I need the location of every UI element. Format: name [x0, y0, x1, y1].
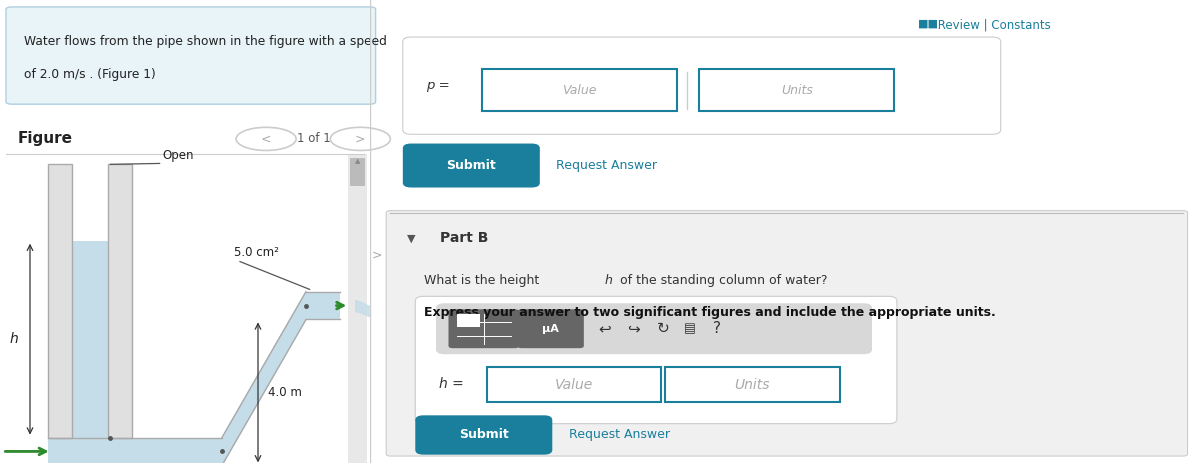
- Text: ?: ?: [713, 321, 721, 336]
- Bar: [306, 292, 340, 319]
- Text: What is the height: What is the height: [424, 274, 542, 287]
- FancyBboxPatch shape: [403, 37, 1001, 134]
- Text: 1 of 1: 1 of 1: [298, 132, 331, 145]
- Bar: [48, 438, 222, 463]
- FancyBboxPatch shape: [517, 309, 584, 348]
- Text: Water flows from the pipe shown in the figure with a speed: Water flows from the pipe shown in the f…: [24, 35, 386, 48]
- Text: Submit: Submit: [458, 428, 509, 442]
- Bar: [487, 367, 661, 402]
- Text: h =: h =: [438, 377, 463, 391]
- Bar: [700, 69, 894, 111]
- Text: <: <: [260, 132, 271, 145]
- Text: Part B: Part B: [440, 232, 488, 245]
- Text: μA: μA: [542, 324, 559, 334]
- Bar: [348, 154, 367, 463]
- Text: ■■: ■■: [918, 19, 938, 29]
- Text: h: h: [10, 332, 18, 346]
- Text: Review | Constants: Review | Constants: [935, 19, 1051, 31]
- Text: >: >: [372, 248, 383, 261]
- Bar: [48, 164, 72, 438]
- Bar: [350, 158, 365, 186]
- FancyBboxPatch shape: [449, 309, 520, 348]
- Text: 5.0 cm²: 5.0 cm²: [234, 246, 278, 259]
- Text: p =: p =: [426, 79, 450, 92]
- FancyBboxPatch shape: [436, 303, 872, 354]
- FancyBboxPatch shape: [6, 7, 376, 104]
- Text: Request Answer: Request Answer: [557, 159, 658, 172]
- Text: Value: Value: [562, 84, 596, 97]
- Bar: [665, 367, 840, 402]
- Text: Units: Units: [734, 377, 770, 392]
- Text: of the standing column of water?: of the standing column of water?: [617, 274, 828, 287]
- Bar: [481, 69, 677, 111]
- Text: ▤: ▤: [684, 322, 696, 335]
- Text: Request Answer: Request Answer: [569, 428, 670, 442]
- Text: ▼: ▼: [407, 233, 415, 244]
- Text: Figure: Figure: [18, 131, 73, 146]
- FancyBboxPatch shape: [415, 415, 552, 455]
- Bar: [108, 164, 132, 438]
- Text: of 2.0 m/s . (Figure 1): of 2.0 m/s . (Figure 1): [24, 68, 156, 81]
- Text: 4.0 m: 4.0 m: [268, 386, 301, 399]
- FancyBboxPatch shape: [403, 144, 540, 188]
- Text: ↻: ↻: [656, 321, 670, 336]
- Text: Submit: Submit: [446, 159, 496, 172]
- FancyBboxPatch shape: [415, 296, 896, 424]
- Text: h: h: [605, 274, 612, 287]
- Text: ↩: ↩: [599, 321, 611, 336]
- Bar: [457, 314, 480, 327]
- Text: ↪: ↪: [628, 321, 640, 336]
- Bar: [72, 241, 108, 438]
- Text: Open: Open: [162, 149, 193, 162]
- Text: ▲: ▲: [355, 158, 360, 163]
- FancyBboxPatch shape: [386, 211, 1188, 456]
- Polygon shape: [222, 292, 306, 463]
- Text: Value: Value: [554, 377, 593, 392]
- Text: Units: Units: [781, 84, 812, 97]
- Text: >: >: [355, 132, 366, 145]
- Text: Express your answer to two significant figures and include the appropriate units: Express your answer to two significant f…: [424, 306, 995, 319]
